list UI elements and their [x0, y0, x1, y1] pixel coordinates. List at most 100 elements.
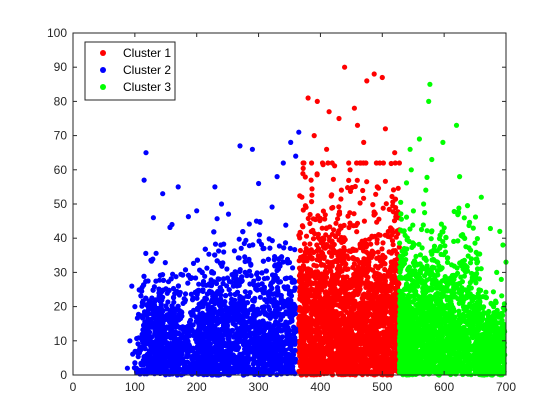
data-point	[388, 330, 394, 336]
data-point	[375, 276, 381, 283]
data-point	[329, 160, 335, 166]
data-point	[333, 287, 339, 293]
data-point	[372, 284, 378, 290]
data-point	[338, 196, 344, 202]
data-point	[380, 160, 386, 166]
data-point	[263, 367, 269, 373]
data-point	[388, 302, 394, 308]
data-point	[311, 337, 317, 343]
data-point	[364, 328, 370, 334]
data-point	[185, 280, 191, 286]
data-point	[345, 185, 351, 191]
data-point	[376, 216, 382, 222]
data-point	[359, 328, 365, 334]
data-point	[380, 240, 386, 246]
data-point	[361, 240, 367, 246]
data-point	[310, 227, 316, 233]
data-point	[329, 274, 335, 281]
data-point	[206, 251, 212, 257]
data-point	[296, 368, 302, 374]
data-point	[383, 301, 389, 307]
data-point	[298, 358, 304, 364]
data-point	[367, 311, 373, 317]
data-point	[309, 199, 315, 205]
data-point	[235, 255, 241, 261]
data-point	[331, 227, 337, 233]
data-point	[314, 248, 320, 254]
data-point	[304, 272, 310, 278]
data-point	[384, 283, 390, 289]
data-point	[162, 260, 168, 266]
data-point	[319, 302, 325, 308]
data-point	[388, 310, 394, 316]
data-point	[333, 351, 339, 358]
data-point	[341, 316, 347, 322]
data-point	[303, 204, 309, 210]
data-point	[204, 265, 210, 271]
data-point	[389, 280, 395, 286]
data-point	[247, 340, 253, 346]
data-point	[353, 274, 359, 280]
data-point	[353, 267, 359, 273]
data-point	[309, 192, 315, 198]
data-point	[278, 296, 284, 302]
data-point	[256, 232, 262, 238]
data-point	[388, 160, 394, 167]
data-point	[388, 365, 395, 371]
data-point	[337, 211, 343, 217]
data-point	[357, 160, 363, 166]
data-point	[308, 317, 315, 323]
data-point	[383, 358, 390, 364]
data-point	[389, 350, 395, 356]
data-point	[283, 222, 289, 228]
data-point	[356, 288, 362, 294]
data-point	[246, 221, 252, 227]
data-point	[290, 265, 296, 271]
data-point	[200, 281, 206, 287]
data-point	[354, 177, 360, 183]
data-point	[382, 232, 388, 238]
data-point	[368, 343, 374, 349]
data-point	[330, 176, 336, 182]
data-point	[354, 333, 360, 339]
data-point	[370, 202, 376, 208]
data-point	[377, 160, 383, 166]
data-point	[300, 224, 306, 230]
data-point	[307, 241, 313, 247]
data-point	[225, 211, 232, 217]
data-point	[360, 338, 366, 344]
data-point	[337, 223, 344, 229]
data-point	[176, 292, 182, 298]
data-point	[372, 301, 378, 307]
data-point	[371, 250, 377, 256]
data-point	[313, 352, 319, 358]
data-point	[381, 255, 388, 261]
data-point	[389, 193, 395, 200]
data-point	[350, 291, 356, 297]
data-point	[376, 356, 382, 362]
data-point	[389, 227, 395, 233]
data-point	[315, 231, 321, 237]
data-point	[319, 261, 325, 267]
data-point	[299, 332, 305, 338]
data-point	[326, 237, 333, 243]
data-point	[350, 343, 356, 349]
data-point	[381, 288, 387, 294]
data-point	[275, 307, 281, 313]
data-point	[307, 220, 313, 227]
data-point	[335, 230, 341, 236]
data-point	[336, 366, 342, 372]
data-point	[389, 238, 396, 244]
data-point	[335, 253, 341, 259]
data-point	[369, 371, 375, 377]
data-point	[336, 335, 342, 341]
data-point	[390, 242, 396, 248]
data-point	[310, 236, 317, 242]
data-point	[323, 303, 329, 309]
data-point	[383, 201, 389, 207]
data-point	[143, 250, 149, 256]
data-point	[360, 358, 366, 364]
data-point	[326, 295, 332, 301]
data-point	[299, 298, 305, 304]
